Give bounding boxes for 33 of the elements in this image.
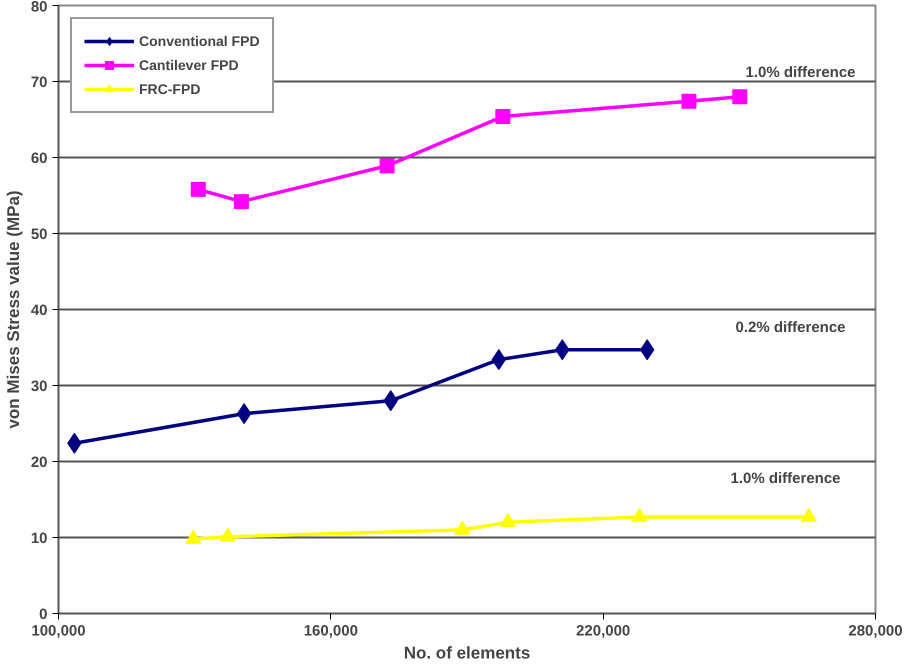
y-tick-label: 60 bbox=[30, 150, 48, 167]
x-tick-label: 160,000 bbox=[304, 622, 358, 640]
y-tick-label: 20 bbox=[30, 454, 48, 471]
point bbox=[220, 528, 236, 542]
annotation: 0.2% difference bbox=[735, 319, 846, 336]
legend-label: FRC-FPD bbox=[139, 81, 200, 97]
point bbox=[380, 158, 395, 174]
point bbox=[185, 530, 202, 544]
point bbox=[234, 194, 249, 210]
y-tick-label: 50 bbox=[30, 226, 48, 243]
x-tick-label: 280,000 bbox=[848, 622, 903, 640]
point bbox=[454, 520, 470, 535]
point bbox=[732, 89, 748, 104]
x-tick-label: 220,000 bbox=[576, 622, 630, 640]
legend-label: Conventional FPD bbox=[139, 33, 260, 49]
point bbox=[800, 508, 817, 522]
point bbox=[681, 94, 696, 109]
y-tick-label: 40 bbox=[30, 302, 48, 319]
annotation: 1.0% difference bbox=[730, 470, 841, 487]
y-tick-label: 30 bbox=[30, 378, 48, 395]
y-tick-label: 10 bbox=[30, 530, 48, 547]
point bbox=[190, 182, 206, 197]
y-tick-label: 0 bbox=[39, 606, 48, 623]
point bbox=[500, 513, 516, 528]
point bbox=[495, 108, 510, 124]
annotation: 1.0% difference bbox=[745, 64, 856, 81]
point bbox=[631, 508, 648, 522]
x-axis-title: No. of elements bbox=[404, 644, 530, 662]
x-tick-label: 100,000 bbox=[31, 622, 86, 640]
y-axis-title: von Mises Stress value (MPa) bbox=[4, 190, 23, 429]
y-tick-label: 80 bbox=[30, 0, 48, 16]
legend-label: Cantilever FPD bbox=[139, 57, 239, 73]
y-tick-label: 70 bbox=[30, 74, 48, 91]
